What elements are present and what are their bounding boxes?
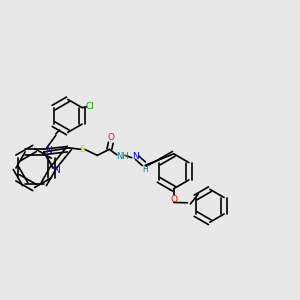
Text: N: N (53, 166, 60, 175)
Text: N: N (132, 152, 139, 161)
Text: N: N (45, 146, 51, 155)
Text: NH: NH (116, 152, 129, 161)
Text: Cl: Cl (86, 102, 94, 111)
Text: S: S (80, 145, 85, 154)
Text: O: O (170, 195, 177, 204)
Text: O: O (107, 133, 114, 142)
Text: H: H (142, 165, 148, 174)
